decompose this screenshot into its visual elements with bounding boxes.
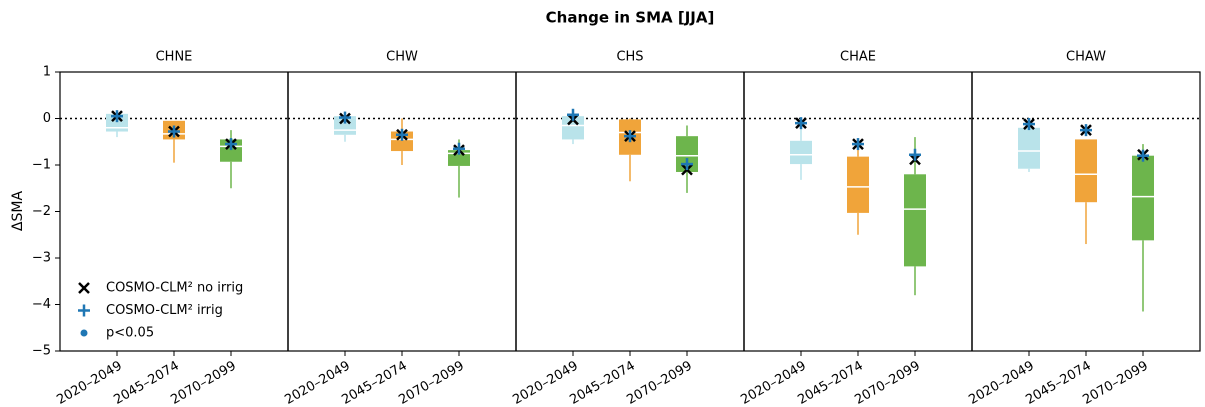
y-tick-label: −2 <box>32 204 51 219</box>
y-tick-label: −5 <box>32 344 51 359</box>
y-tick-label: −3 <box>32 251 51 266</box>
plot-frame <box>59 71 1201 352</box>
marker-irrig <box>795 117 807 130</box>
box <box>1018 127 1040 169</box>
marker-irrig <box>78 304 90 317</box>
panel-title: CHAW <box>1066 50 1106 65</box>
x-tick-label: 2070–2099 <box>624 359 694 407</box>
marker-irrig <box>453 142 465 155</box>
y-tick-label: −4 <box>32 297 51 312</box>
box <box>1075 139 1097 203</box>
panel-title: CHS <box>616 50 643 65</box>
marker-irrig <box>396 128 408 141</box>
panel-title: CHNE <box>156 50 193 65</box>
x-tick-label: 2070–2099 <box>1080 359 1150 407</box>
x-tick-label: 2070–2099 <box>852 359 922 407</box>
box <box>847 156 869 213</box>
panel-title: CHW <box>386 50 418 65</box>
marker-irrig <box>111 110 123 123</box>
box <box>1132 155 1154 241</box>
marker-irrig <box>1137 149 1149 162</box>
marker-stroke <box>78 282 90 294</box>
legend-label: COSMO-CLM² no irrig <box>106 281 243 296</box>
legend-dot <box>80 329 88 337</box>
box <box>562 116 584 140</box>
marker-irrig <box>624 130 636 143</box>
x-tick-label: 2070–2099 <box>396 359 466 407</box>
y-tick-label: 1 <box>43 65 51 80</box>
marker-irrig <box>168 125 180 138</box>
marker-irrig <box>681 158 693 171</box>
legend-label: p<0.05 <box>106 326 154 341</box>
chart-title: Change in SMA [JJA] <box>546 9 715 27</box>
marker-irrig <box>1023 118 1035 131</box>
marker-irrig <box>1080 124 1092 137</box>
y-tick-label: −1 <box>32 158 51 173</box>
marker-irrig <box>339 111 351 124</box>
panel-title: CHAE <box>840 50 876 65</box>
y-tick-label: 0 <box>43 111 51 126</box>
marker-irrig <box>567 108 579 121</box>
box <box>391 131 413 152</box>
marker-irrig <box>852 138 864 151</box>
marker-no-irrig <box>78 282 90 294</box>
box <box>790 140 812 165</box>
y-axis-label: ΔSMA <box>10 191 26 232</box>
box <box>904 174 926 267</box>
marker-irrig <box>225 138 237 151</box>
marker-irrig <box>909 148 921 161</box>
legend-label: COSMO-CLM² irrig <box>106 303 223 318</box>
x-tick-label: 2070–2099 <box>168 359 238 407</box>
